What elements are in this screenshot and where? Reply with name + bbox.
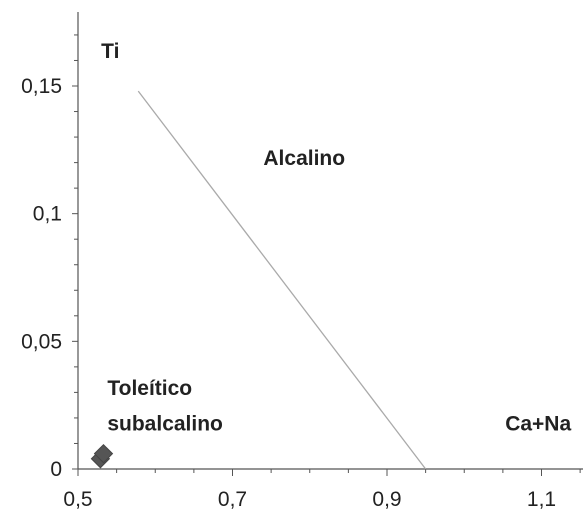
region-label: Ca+Na	[505, 413, 571, 436]
x-tick-label: 0,5	[63, 488, 92, 511]
x-tick-label: 1,1	[527, 488, 556, 511]
chart-ticks: 0 0,05 0,1 0,15 0,5 0,7 0,9 1,1	[21, 34, 581, 511]
y-tick-label: 0,15	[21, 75, 62, 98]
region-label: Ti	[101, 40, 119, 63]
y-tick-label: 0	[50, 458, 62, 481]
ti-ca-na-boundary-line	[137, 90, 427, 470]
data-point-diamond	[93, 443, 114, 464]
y-tick-label: 0,05	[21, 330, 62, 353]
x-tick-label: 0,7	[218, 488, 247, 511]
region-label: Toleítico	[107, 377, 192, 400]
y-tick-label: 0,1	[33, 203, 62, 226]
region-label: Alcalino	[263, 147, 345, 170]
data-points	[90, 443, 114, 469]
x-tick-label: 0,9	[372, 488, 401, 511]
chart-axes	[77, 12, 583, 470]
region-label: subalcalino	[107, 413, 223, 436]
region-labels: Ti Alcalino Toleítico subalcalino Ca+Na	[101, 40, 571, 436]
boundary-lines	[137, 90, 427, 470]
